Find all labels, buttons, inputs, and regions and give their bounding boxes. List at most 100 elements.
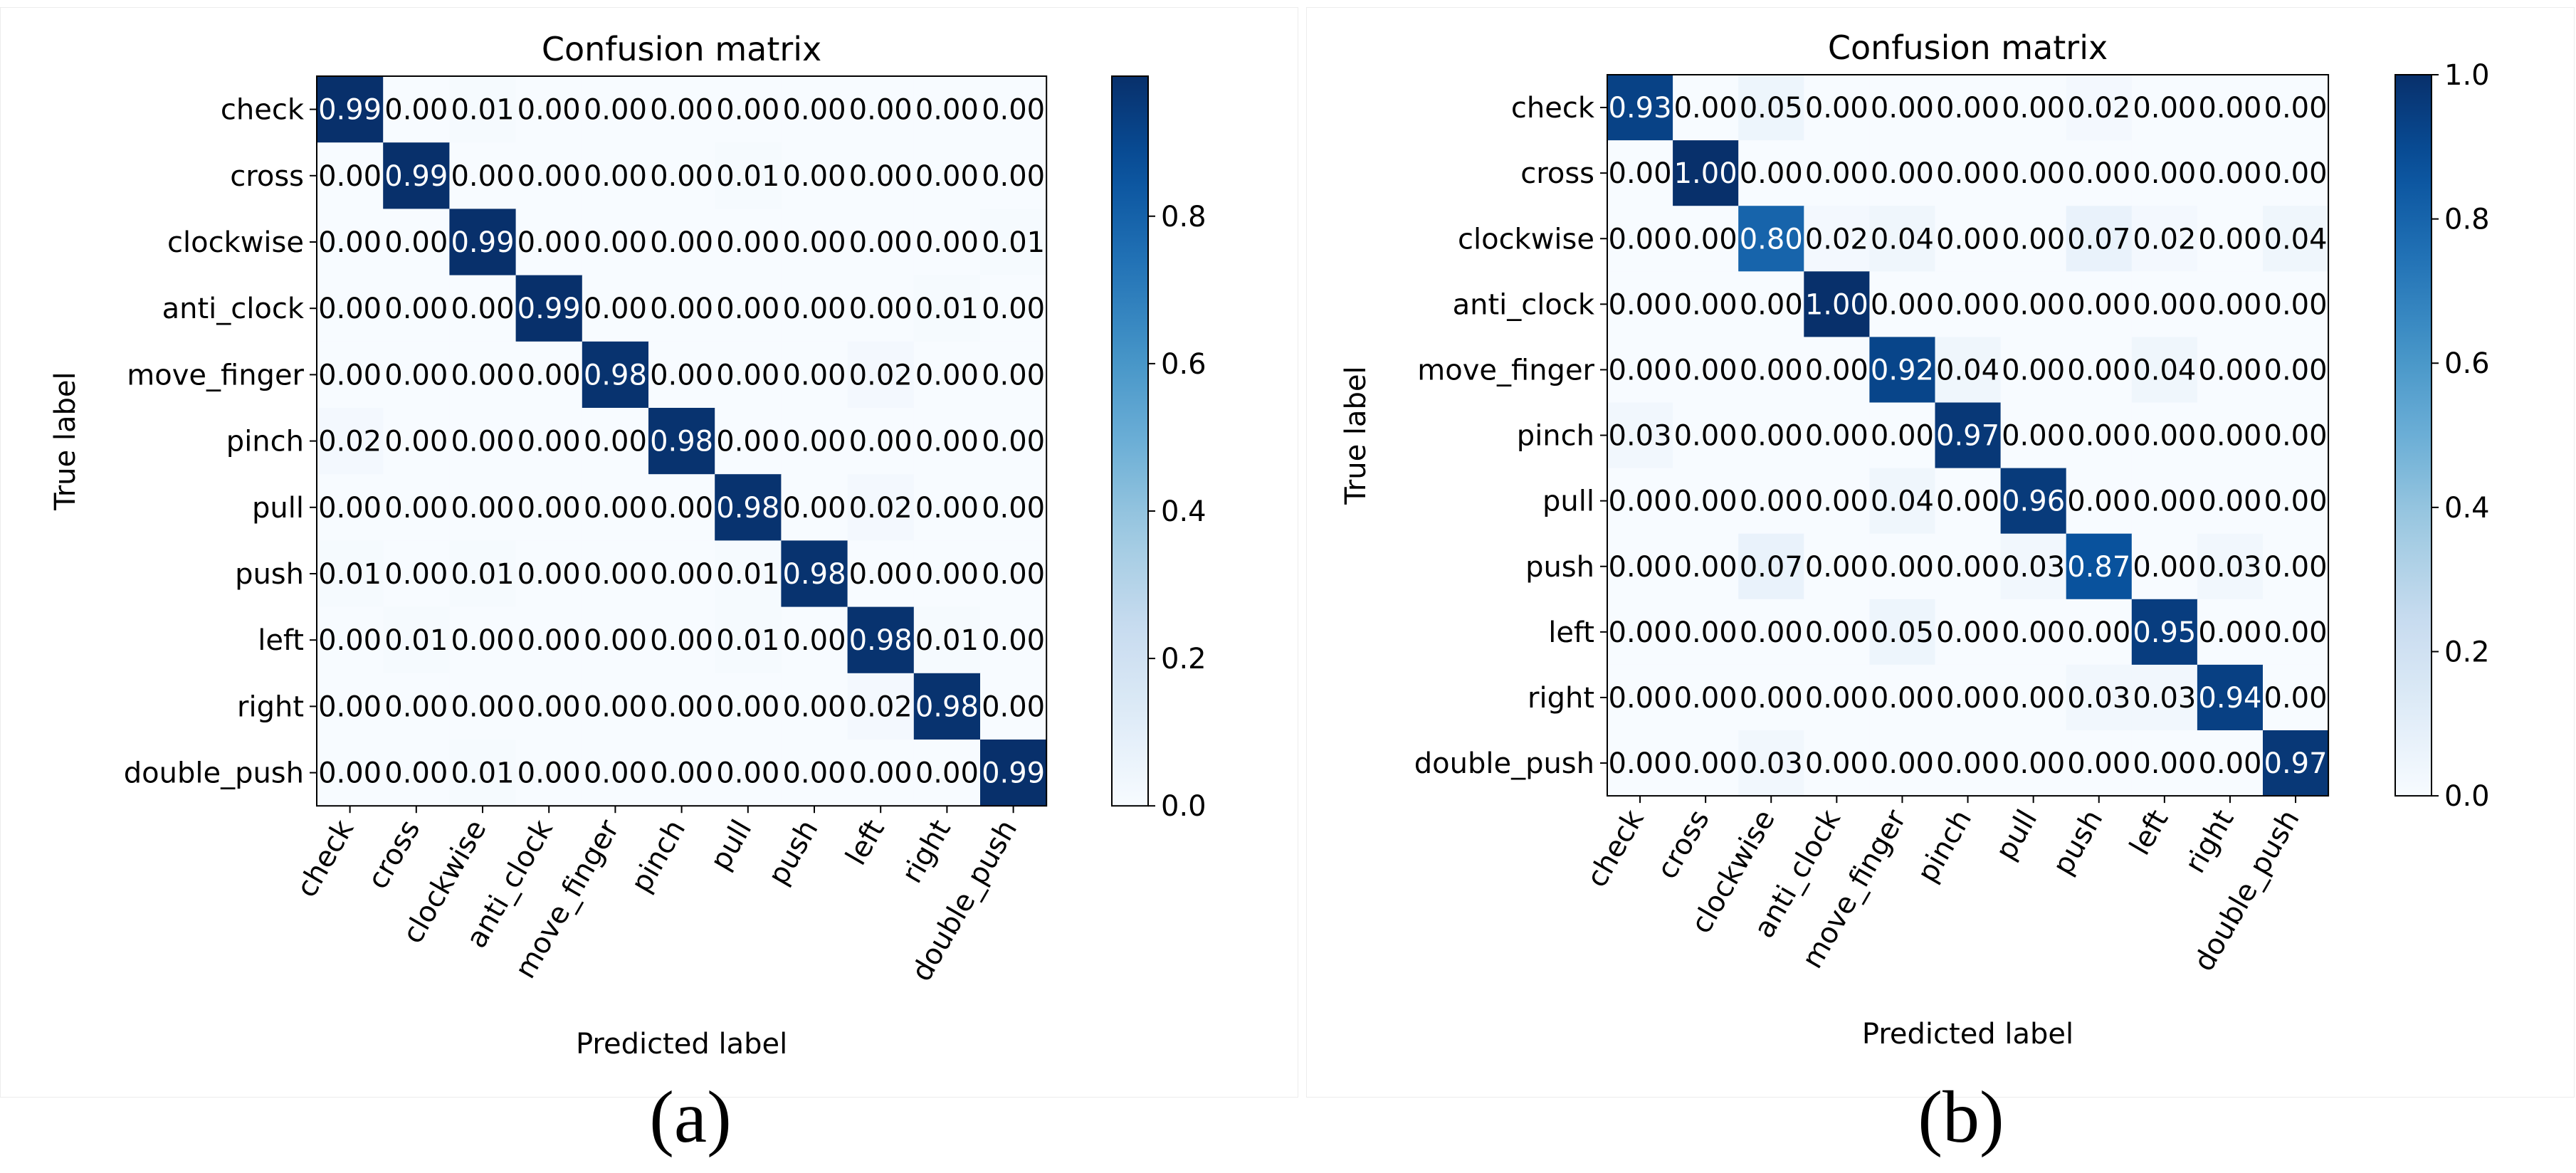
cell-label-a-5-5: 0.98 bbox=[650, 426, 713, 458]
cell-a-10-0 bbox=[317, 740, 384, 806]
cell-label-b-3-8: 0.00 bbox=[2133, 288, 2196, 321]
cell-label-a-6-8: 0.02 bbox=[849, 492, 913, 525]
cell-label-a-1-7: 0.00 bbox=[782, 160, 846, 193]
cell-a-7-2 bbox=[449, 540, 517, 608]
cell-label-b-10-7: 0.00 bbox=[2067, 747, 2130, 780]
cell-a-7-7 bbox=[781, 540, 848, 608]
cell-label-a-3-7: 0.00 bbox=[782, 293, 846, 325]
cell-a-1-3 bbox=[515, 142, 583, 209]
cell-a-10-7 bbox=[781, 740, 848, 806]
cell-a-6-8 bbox=[847, 474, 915, 541]
cell-b-1-0 bbox=[1607, 140, 1673, 206]
xtick-label-a-1: cross bbox=[362, 814, 427, 895]
cell-label-b-6-2: 0.00 bbox=[1740, 485, 1803, 518]
cell-a-3-4 bbox=[582, 275, 649, 342]
cell-b-1-7 bbox=[2066, 140, 2133, 206]
cell-b-1-10 bbox=[2263, 140, 2329, 206]
cell-a-10-1 bbox=[383, 740, 450, 806]
cell-label-a-1-5: 0.00 bbox=[650, 160, 713, 193]
cell-label-b-6-6: 0.96 bbox=[2002, 485, 2065, 518]
ytick-label-a-5: pinch bbox=[226, 426, 304, 458]
cell-a-2-3 bbox=[515, 209, 583, 276]
cell-b-2-2 bbox=[1738, 206, 1804, 272]
cell-b-2-10 bbox=[2263, 206, 2329, 272]
cell-b-9-8 bbox=[2131, 664, 2198, 731]
xtick-label-b-5: pinch bbox=[1911, 804, 1978, 888]
cell-a-9-6 bbox=[715, 673, 782, 740]
cell-label-b-1-2: 0.00 bbox=[1740, 157, 1803, 190]
cell-label-a-1-10: 0.00 bbox=[982, 160, 1045, 193]
cell-label-b-1-8: 0.00 bbox=[2133, 157, 2196, 190]
xtick-label-b-7: push bbox=[2046, 804, 2109, 880]
cell-label-a-0-4: 0.00 bbox=[584, 94, 647, 127]
cell-label-a-3-3: 0.99 bbox=[517, 293, 581, 325]
cell-b-10-2 bbox=[1738, 730, 1804, 796]
cell-a-6-6 bbox=[715, 474, 782, 541]
cell-b-10-0 bbox=[1607, 730, 1673, 796]
cell-a-4-9 bbox=[913, 341, 981, 409]
cell-b-10-1 bbox=[1673, 730, 1739, 796]
colorbar-tick-label-a-1: 0.2 bbox=[1161, 643, 1206, 675]
cell-a-6-5 bbox=[648, 474, 715, 541]
cell-label-a-2-1: 0.00 bbox=[384, 226, 448, 259]
cell-a-7-5 bbox=[648, 540, 715, 608]
cell-a-2-0 bbox=[317, 209, 384, 276]
x-axis-label-a: Predicted label bbox=[576, 1028, 787, 1061]
cell-label-b-0-5: 0.00 bbox=[1936, 92, 1999, 125]
cell-label-a-2-8: 0.00 bbox=[849, 226, 913, 259]
cell-label-b-6-10: 0.00 bbox=[2264, 485, 2328, 518]
cell-a-4-7 bbox=[781, 341, 848, 409]
chart-title-b: Confusion matrix bbox=[1828, 28, 2108, 67]
cell-b-4-8 bbox=[2131, 337, 2198, 404]
cell-a-1-5 bbox=[648, 142, 715, 209]
cell-label-a-10-6: 0.00 bbox=[716, 757, 779, 790]
cell-b-0-4 bbox=[1869, 75, 1936, 141]
cell-a-4-0 bbox=[317, 341, 384, 409]
cell-label-b-0-10: 0.00 bbox=[2264, 92, 2328, 125]
cell-label-b-3-5: 0.00 bbox=[1936, 288, 1999, 321]
colorbar-tick-label-b-0: 0.0 bbox=[2444, 780, 2490, 813]
cell-label-a-2-10: 0.01 bbox=[982, 226, 1045, 259]
cell-a-3-3 bbox=[515, 275, 583, 342]
cell-b-8-4 bbox=[1869, 599, 1936, 666]
cell-b-6-4 bbox=[1869, 468, 1936, 535]
cell-label-a-6-2: 0.00 bbox=[451, 492, 514, 525]
cell-a-2-7 bbox=[781, 209, 848, 276]
cell-a-3-1 bbox=[383, 275, 450, 342]
cell-a-5-3 bbox=[515, 408, 583, 475]
cell-label-a-2-9: 0.00 bbox=[915, 226, 979, 259]
cell-label-a-1-3: 0.00 bbox=[517, 160, 581, 193]
cell-label-b-3-6: 0.00 bbox=[2002, 288, 2065, 321]
cell-b-7-5 bbox=[1935, 533, 2002, 600]
cell-label-a-7-2: 0.01 bbox=[451, 558, 514, 591]
cell-a-7-4 bbox=[582, 540, 649, 608]
cell-a-2-1 bbox=[383, 209, 450, 276]
cell-label-a-7-1: 0.00 bbox=[384, 558, 448, 591]
cell-b-8-0 bbox=[1607, 599, 1673, 666]
cell-a-9-8 bbox=[847, 673, 915, 740]
cell-label-a-2-2: 0.99 bbox=[451, 226, 514, 259]
cell-b-5-6 bbox=[2000, 402, 2067, 469]
cell-label-a-6-10: 0.00 bbox=[982, 492, 1045, 525]
cell-b-9-1 bbox=[1673, 664, 1739, 731]
cell-label-a-3-2: 0.00 bbox=[451, 293, 514, 325]
cell-label-b-5-5: 0.97 bbox=[1936, 420, 1999, 453]
cell-label-b-0-8: 0.00 bbox=[2133, 92, 2196, 125]
cell-label-b-0-9: 0.00 bbox=[2198, 92, 2261, 125]
caption-b: (b) bbox=[1918, 1076, 2004, 1158]
cell-label-a-10-8: 0.00 bbox=[849, 757, 913, 790]
ytick-label-b-3: anti_clock bbox=[1453, 288, 1595, 321]
cell-label-b-10-10: 0.97 bbox=[2264, 747, 2328, 780]
cell-label-b-6-9: 0.00 bbox=[2198, 485, 2261, 518]
cell-label-b-7-0: 0.00 bbox=[1609, 551, 1672, 584]
cell-b-3-7 bbox=[2066, 271, 2133, 337]
cell-b-10-10 bbox=[2263, 730, 2329, 796]
cell-label-b-7-9: 0.03 bbox=[2198, 551, 2261, 584]
xtick-label-a-8: left bbox=[840, 814, 891, 870]
cell-b-0-6 bbox=[2000, 75, 2067, 141]
cell-label-b-5-4: 0.00 bbox=[1871, 420, 1934, 453]
cell-a-0-1 bbox=[383, 76, 450, 143]
cell-a-3-2 bbox=[449, 275, 517, 342]
cell-b-8-5 bbox=[1935, 599, 2002, 666]
